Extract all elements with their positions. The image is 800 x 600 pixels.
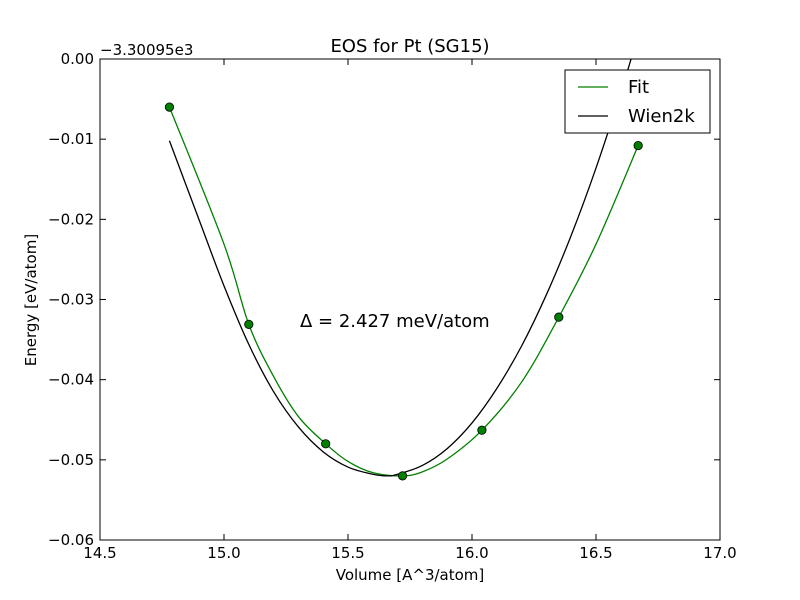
legend: Fit Wien2k [564, 69, 711, 134]
y-tick-label: −0.05 [48, 451, 94, 469]
chart-title: EOS for Pt (SG15) [330, 36, 489, 57]
y-tick-label: −0.01 [48, 130, 94, 148]
legend-label-wien2k: Wien2k [628, 106, 695, 127]
y-tick-label: −0.06 [48, 531, 94, 549]
fit-data-point [164, 102, 175, 112]
plot-area [100, 59, 720, 540]
fit-data-point [554, 312, 564, 322]
x-tick-label: 15.5 [331, 544, 364, 562]
x-tick-label: 16.0 [455, 544, 488, 562]
fit-data-point [321, 439, 331, 449]
fit-data-point [477, 425, 487, 435]
x-tick-label: 17.0 [703, 544, 736, 562]
fit-data-point [633, 140, 643, 151]
fit-data-point [397, 471, 408, 481]
fit-data-point [244, 319, 254, 329]
y-offset-label: −3.30095e3 [100, 41, 193, 59]
x-tick-label: 15.0 [207, 544, 240, 562]
x-axis-label: Volume [A^3/atom] [336, 566, 485, 584]
x-tick-label: 14.5 [83, 544, 116, 562]
y-tick-label: −0.04 [48, 371, 94, 389]
legend-box [564, 69, 711, 134]
y-axis-label: Energy [eV/atom] [22, 234, 40, 366]
y-tick-label: 0.00 [61, 50, 94, 68]
series-line-wien2k [168, 59, 632, 477]
delta-annotation: Δ = 2.427 meV/atom [300, 311, 490, 332]
legend-label-fit: Fit [628, 77, 649, 98]
x-tick-label: 16.5 [579, 544, 612, 562]
y-tick-label: −0.02 [48, 210, 94, 228]
y-tick-label: −0.03 [48, 291, 94, 309]
